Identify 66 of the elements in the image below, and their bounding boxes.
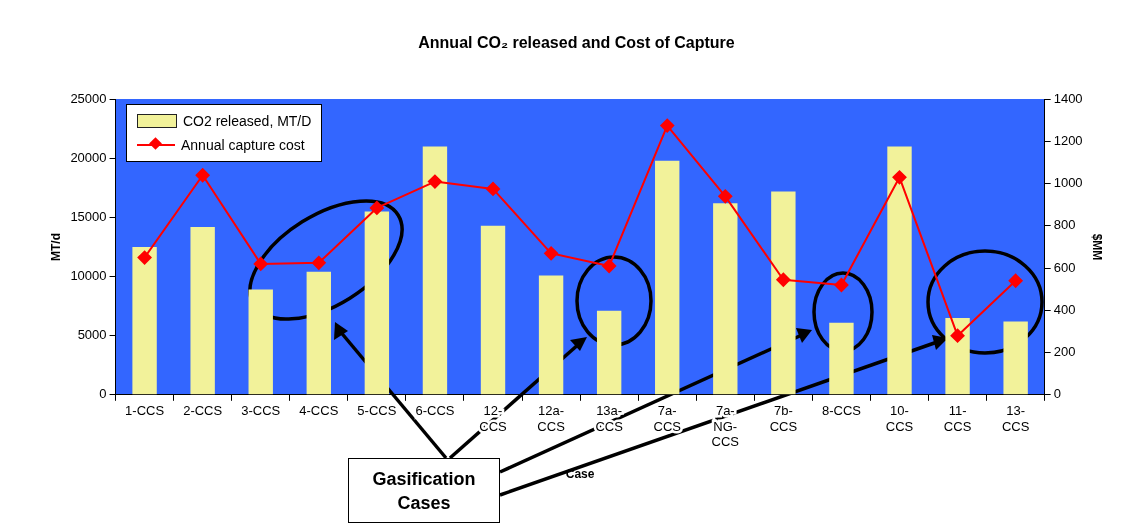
point	[137, 250, 152, 265]
point	[544, 246, 559, 261]
bar	[538, 275, 564, 395]
point	[195, 168, 210, 183]
point	[776, 272, 791, 287]
bar	[771, 191, 796, 395]
point	[892, 170, 907, 185]
bar	[306, 271, 331, 395]
x-tick-label: 13-CCS	[1001, 403, 1030, 434]
y-axis-title: MT/d	[48, 233, 63, 261]
x-tick-label: 2-CCS	[183, 403, 223, 419]
x-tick-label: 1-CCS	[125, 403, 165, 419]
y2-tick-label: 0	[1053, 386, 1061, 402]
point	[253, 256, 268, 271]
x-tick-label: 8-CCS	[821, 403, 862, 419]
y-tick-label: 5000	[77, 327, 107, 343]
x-tick-label: 7b-CCS	[769, 403, 798, 434]
bar	[422, 146, 448, 395]
point	[834, 278, 849, 293]
point	[660, 118, 675, 133]
y-tick-label: 10000	[70, 268, 107, 284]
point	[718, 189, 733, 204]
x-tick-label: 4-CCS	[299, 403, 339, 419]
bar	[945, 317, 970, 395]
x-tick-label: 3-CCS	[241, 403, 281, 419]
bar	[1003, 321, 1028, 395]
x-tick-label: 5-CCS	[357, 403, 397, 419]
point	[311, 255, 326, 270]
x-tick-label: 7a-NG-CCS	[711, 403, 740, 450]
text: Gasification Cases	[348, 458, 500, 523]
y2-tick-label: 1000	[1053, 175, 1083, 191]
bar	[655, 160, 680, 395]
y2-tick-label: 1200	[1053, 133, 1083, 149]
y-tick-label: 0	[99, 386, 107, 402]
y2-axis-title: $MM	[1090, 233, 1105, 261]
x-tick-label: 6-CCS	[415, 403, 455, 419]
bar	[829, 322, 854, 395]
x-tick-label: 10-CCS	[885, 403, 914, 434]
legend-label: Annual capture cost	[181, 137, 305, 153]
x-tick-label: 12a-CCS	[537, 403, 566, 434]
point	[369, 200, 384, 215]
x-tick-label: 11-CCS	[943, 403, 972, 434]
bar	[480, 225, 506, 395]
bar	[132, 247, 157, 395]
bar	[596, 310, 622, 395]
bar	[364, 211, 390, 395]
y2-tick-label: 200	[1053, 344, 1076, 360]
y2-tick-label: 800	[1053, 217, 1076, 233]
legend-label: CO2 released, MT/D	[183, 113, 312, 129]
bar	[887, 146, 912, 395]
y-tick-label: 15000	[70, 209, 107, 225]
chart-title: Annual CO₂ released and Cost of Capture	[418, 34, 735, 52]
point	[950, 328, 965, 343]
bar	[713, 203, 738, 395]
y2-tick-label: 400	[1053, 301, 1076, 317]
y2-tick-label: 1400	[1053, 90, 1083, 106]
point	[602, 259, 617, 273]
y2-tick-label: 600	[1053, 259, 1076, 275]
y-tick-label: 25000	[70, 90, 107, 106]
bar	[190, 226, 215, 395]
point	[427, 174, 442, 189]
x-tick-label: 7a-CCS	[653, 403, 682, 434]
point	[486, 181, 501, 196]
y-tick-label: 20000	[70, 149, 107, 165]
point	[1008, 273, 1023, 288]
bar	[248, 289, 273, 395]
